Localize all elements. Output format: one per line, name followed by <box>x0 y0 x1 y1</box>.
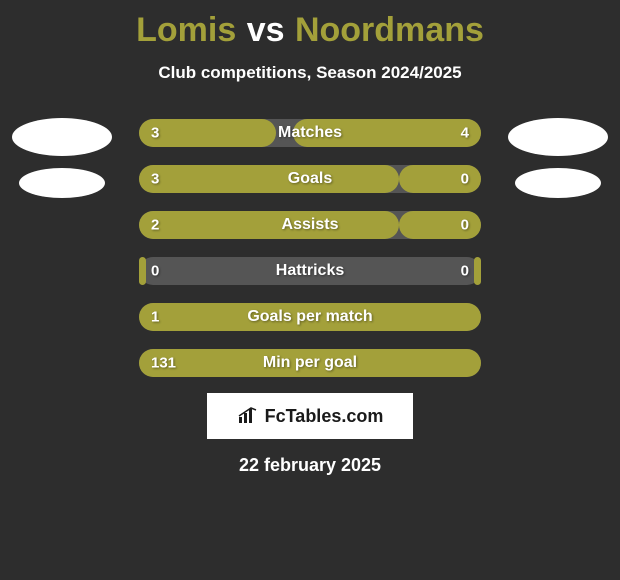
page-title: Lomis vs Noordmans <box>8 12 612 49</box>
chart-icon <box>237 407 259 425</box>
player-right <box>508 118 608 198</box>
stat-label: Goals <box>288 170 332 188</box>
bar-left <box>139 257 146 285</box>
avatar-icon <box>12 118 112 156</box>
stat-label: Assists <box>282 216 339 234</box>
stat-row: 3 4 Matches <box>139 119 481 147</box>
value-right: 0 <box>461 171 469 188</box>
player-left <box>12 118 112 198</box>
stat-row: 3 0 Goals <box>139 165 481 193</box>
stat-row: 1 Goals per match <box>139 303 481 331</box>
value-left: 2 <box>151 217 159 234</box>
bar-left <box>139 165 399 193</box>
value-left: 131 <box>151 355 176 372</box>
avatar-icon <box>19 168 105 198</box>
value-left: 1 <box>151 309 159 326</box>
bar-left <box>139 211 399 239</box>
stat-label: Min per goal <box>263 354 357 372</box>
title-separator: vs <box>247 11 285 49</box>
stat-rows: 3 4 Matches 3 0 Goals 2 0 Assists 0 0 Hattricks 1 Goa… <box>139 119 481 377</box>
stat-row: 2 0 Assists <box>139 211 481 239</box>
value-right: 0 <box>461 217 469 234</box>
value-left: 3 <box>151 171 159 188</box>
stat-row: 0 0 Hattricks <box>139 257 481 285</box>
bar-left <box>139 119 276 147</box>
stat-row: 131 Min per goal <box>139 349 481 377</box>
bar-right <box>474 257 481 285</box>
subtitle: Club competitions, Season 2024/2025 <box>8 63 612 83</box>
title-player-left: Lomis <box>136 11 236 49</box>
value-right: 0 <box>461 263 469 280</box>
comparison-card: Lomis vs Noordmans Club competitions, Se… <box>0 0 620 580</box>
logo-text: FcTables.com <box>265 406 384 427</box>
value-left: 3 <box>151 125 159 142</box>
stat-label: Matches <box>278 124 342 142</box>
avatar-icon <box>515 168 601 198</box>
value-right: 4 <box>461 125 469 142</box>
value-left: 0 <box>151 263 159 280</box>
stat-label: Goals per match <box>247 308 372 326</box>
title-player-right: Noordmans <box>295 11 484 49</box>
site-logo: FcTables.com <box>207 393 413 439</box>
stat-label: Hattricks <box>276 262 344 280</box>
avatar-icon <box>508 118 608 156</box>
date-label: 22 february 2025 <box>8 455 612 476</box>
